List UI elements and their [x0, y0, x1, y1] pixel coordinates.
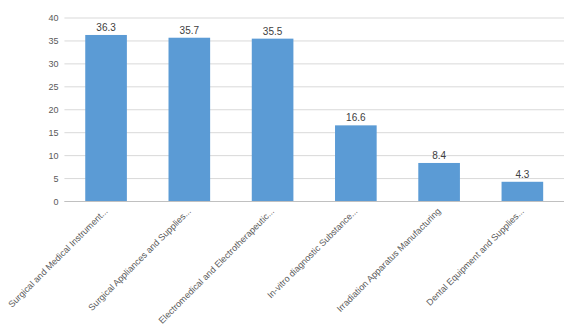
- grid-line: [64, 86, 564, 87]
- bar: [85, 35, 127, 202]
- x-tick-label: Dental Equipment and Supplies...: [424, 206, 526, 308]
- x-tick-label: In-vitro diagnostic Substance...: [265, 206, 359, 300]
- data-labels: 36.3 35.7 35.5 16.6 8.4 4.3: [96, 22, 529, 180]
- chart-container: Surgical and Medical Instrument...Surgic…: [0, 0, 576, 336]
- data-label: 36.3: [96, 22, 116, 33]
- y-tick-label: 15: [48, 128, 58, 138]
- y-tick-label: 35: [48, 36, 58, 46]
- grid-line: [64, 40, 564, 41]
- y-axis-labels: 0 5 10 15 20 25 30 35 40: [48, 13, 58, 207]
- x-tick-label: Surgical Appliances and Supplies...: [86, 206, 192, 312]
- bar: [169, 38, 211, 202]
- y-tick-label: 10: [48, 151, 58, 161]
- data-label: 8.4: [432, 150, 446, 161]
- data-label: 35.5: [263, 26, 283, 37]
- y-tick-label: 20: [48, 105, 58, 115]
- bar: [252, 39, 294, 202]
- y-tick-label: 30: [48, 59, 58, 69]
- x-tick-label: Electromedical and Electrotherapeutic...: [157, 206, 277, 326]
- y-tick-label: 40: [48, 13, 58, 23]
- y-tick-label: 25: [48, 82, 58, 92]
- data-label: 35.7: [180, 25, 200, 36]
- data-label: 16.6: [346, 112, 366, 123]
- grid-line: [64, 109, 564, 110]
- y-tick-label: 0: [53, 197, 58, 207]
- grid-line: [64, 18, 564, 19]
- y-tick-label: 5: [53, 174, 58, 184]
- bars: [85, 35, 543, 202]
- bar: [502, 182, 544, 202]
- grid-line: [64, 178, 564, 179]
- bar: [335, 125, 377, 201]
- x-axis-labels: Surgical and Medical Instrument...Surgic…: [6, 206, 526, 326]
- y-grid: [64, 18, 564, 202]
- grid-line: [64, 63, 564, 64]
- x-axis-line: [64, 201, 564, 202]
- grid-line: [64, 155, 564, 156]
- grid-line: [64, 201, 564, 202]
- grid-line: [64, 132, 564, 133]
- data-label: 4.3: [515, 169, 529, 180]
- bar: [418, 163, 460, 202]
- x-tick-label: Surgical and Medical Instrument...: [6, 206, 109, 309]
- chart: Surgical and Medical Instrument...Surgic…: [0, 0, 576, 336]
